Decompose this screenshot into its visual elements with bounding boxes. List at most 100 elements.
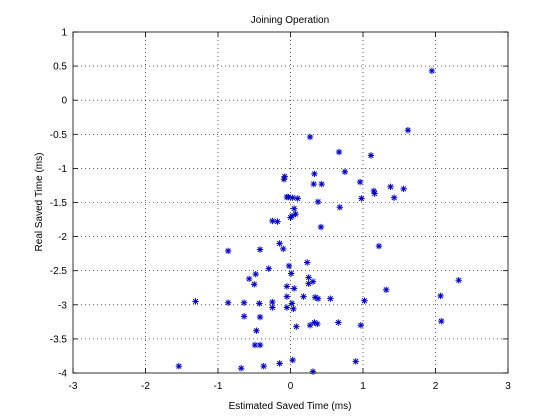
data-point	[256, 313, 264, 321]
data-point	[280, 176, 288, 183]
data-point	[309, 368, 317, 375]
y-tick-label: 1	[61, 28, 67, 39]
data-point	[294, 195, 301, 202]
data-point	[327, 295, 334, 302]
data-point	[285, 193, 292, 201]
data-point	[260, 362, 267, 370]
data-point	[290, 285, 298, 292]
data-point	[357, 322, 365, 329]
data-point	[274, 218, 281, 225]
data-point	[240, 313, 248, 320]
data-point	[293, 323, 300, 330]
data-point	[311, 170, 318, 178]
data-point	[251, 341, 259, 349]
data-point	[276, 360, 283, 367]
data-point	[314, 198, 322, 206]
data-point	[428, 67, 436, 75]
data-point	[358, 195, 365, 202]
data-point	[238, 365, 245, 372]
x-tick-label: 1	[360, 381, 366, 392]
data-point	[283, 283, 291, 290]
data-point	[306, 133, 314, 141]
x-axis-label: Estimated Saved Time (ms)	[229, 401, 352, 412]
data-point	[336, 204, 343, 211]
data-point	[375, 242, 383, 250]
y-tick-label: -1	[58, 164, 67, 175]
x-tick-label: -1	[214, 381, 223, 392]
data-point	[437, 292, 444, 300]
x-tick-label: 3	[505, 381, 511, 392]
data-point	[400, 185, 407, 193]
y-tick-label: -1.5	[50, 198, 68, 209]
data-point	[305, 274, 312, 281]
axis-ticks	[72, 31, 509, 374]
data-point	[265, 265, 272, 272]
data-point	[287, 214, 294, 221]
data-point	[305, 280, 312, 287]
data-point	[367, 152, 375, 159]
data-point	[252, 270, 259, 278]
grid-lines	[73, 32, 508, 373]
x-tick-label: -3	[69, 381, 78, 392]
data-point	[253, 327, 260, 334]
data-point	[283, 304, 291, 311]
data-point	[335, 319, 342, 326]
data-point	[318, 180, 325, 188]
data-point	[283, 293, 291, 300]
x-tick-label: 2	[433, 381, 439, 392]
data-point	[269, 304, 276, 311]
data-point	[352, 358, 359, 365]
y-axis-label: Real Saved Time (ms)	[34, 153, 45, 252]
data-point	[341, 168, 349, 176]
data-point	[438, 317, 445, 325]
x-tick-label: 0	[288, 381, 294, 392]
data-point	[256, 300, 263, 307]
data-point	[256, 341, 264, 349]
data-point	[175, 362, 183, 370]
data-point	[280, 245, 287, 253]
data-point	[303, 259, 311, 266]
data-points	[175, 67, 462, 375]
y-tick-label: -4	[58, 369, 67, 380]
data-point	[404, 127, 412, 134]
data-point	[387, 183, 394, 191]
data-point	[383, 286, 390, 293]
data-point	[300, 293, 307, 300]
data-point	[306, 322, 314, 329]
data-point	[289, 194, 296, 201]
data-point	[224, 299, 232, 306]
data-point	[290, 205, 298, 212]
data-point	[317, 223, 325, 231]
data-point	[269, 298, 276, 306]
data-point	[269, 217, 276, 225]
data-point	[455, 277, 462, 284]
data-point	[276, 240, 283, 247]
y-tick-label: -2.5	[50, 266, 68, 277]
data-point	[371, 190, 378, 197]
data-point	[310, 180, 317, 188]
data-point	[288, 300, 296, 307]
y-tick-label: -0.5	[50, 130, 68, 141]
data-point	[251, 281, 258, 288]
y-tick-label: 0.5	[53, 62, 67, 73]
data-point	[356, 178, 364, 186]
data-point	[288, 270, 295, 277]
data-point	[361, 297, 368, 304]
y-tick-label: 0	[61, 96, 67, 107]
data-point	[289, 356, 296, 364]
data-point	[292, 210, 299, 218]
data-point	[240, 299, 248, 306]
data-point	[390, 194, 398, 201]
data-point	[192, 298, 199, 305]
y-tick-label: -3	[58, 300, 67, 311]
data-point	[335, 148, 343, 156]
tick-labels: -3 -2 -1 0 1 2 3 -4 -3.5 -3 -2.5 -2 -1.5 -1 -0.5 0 0.5 1	[50, 28, 511, 393]
chart-title: Joining Operation	[251, 15, 329, 26]
x-tick-label: -2	[141, 381, 150, 392]
data-point	[245, 275, 253, 283]
y-tick-label: -3.5	[50, 334, 68, 345]
data-point	[314, 295, 322, 302]
data-point	[224, 247, 232, 255]
